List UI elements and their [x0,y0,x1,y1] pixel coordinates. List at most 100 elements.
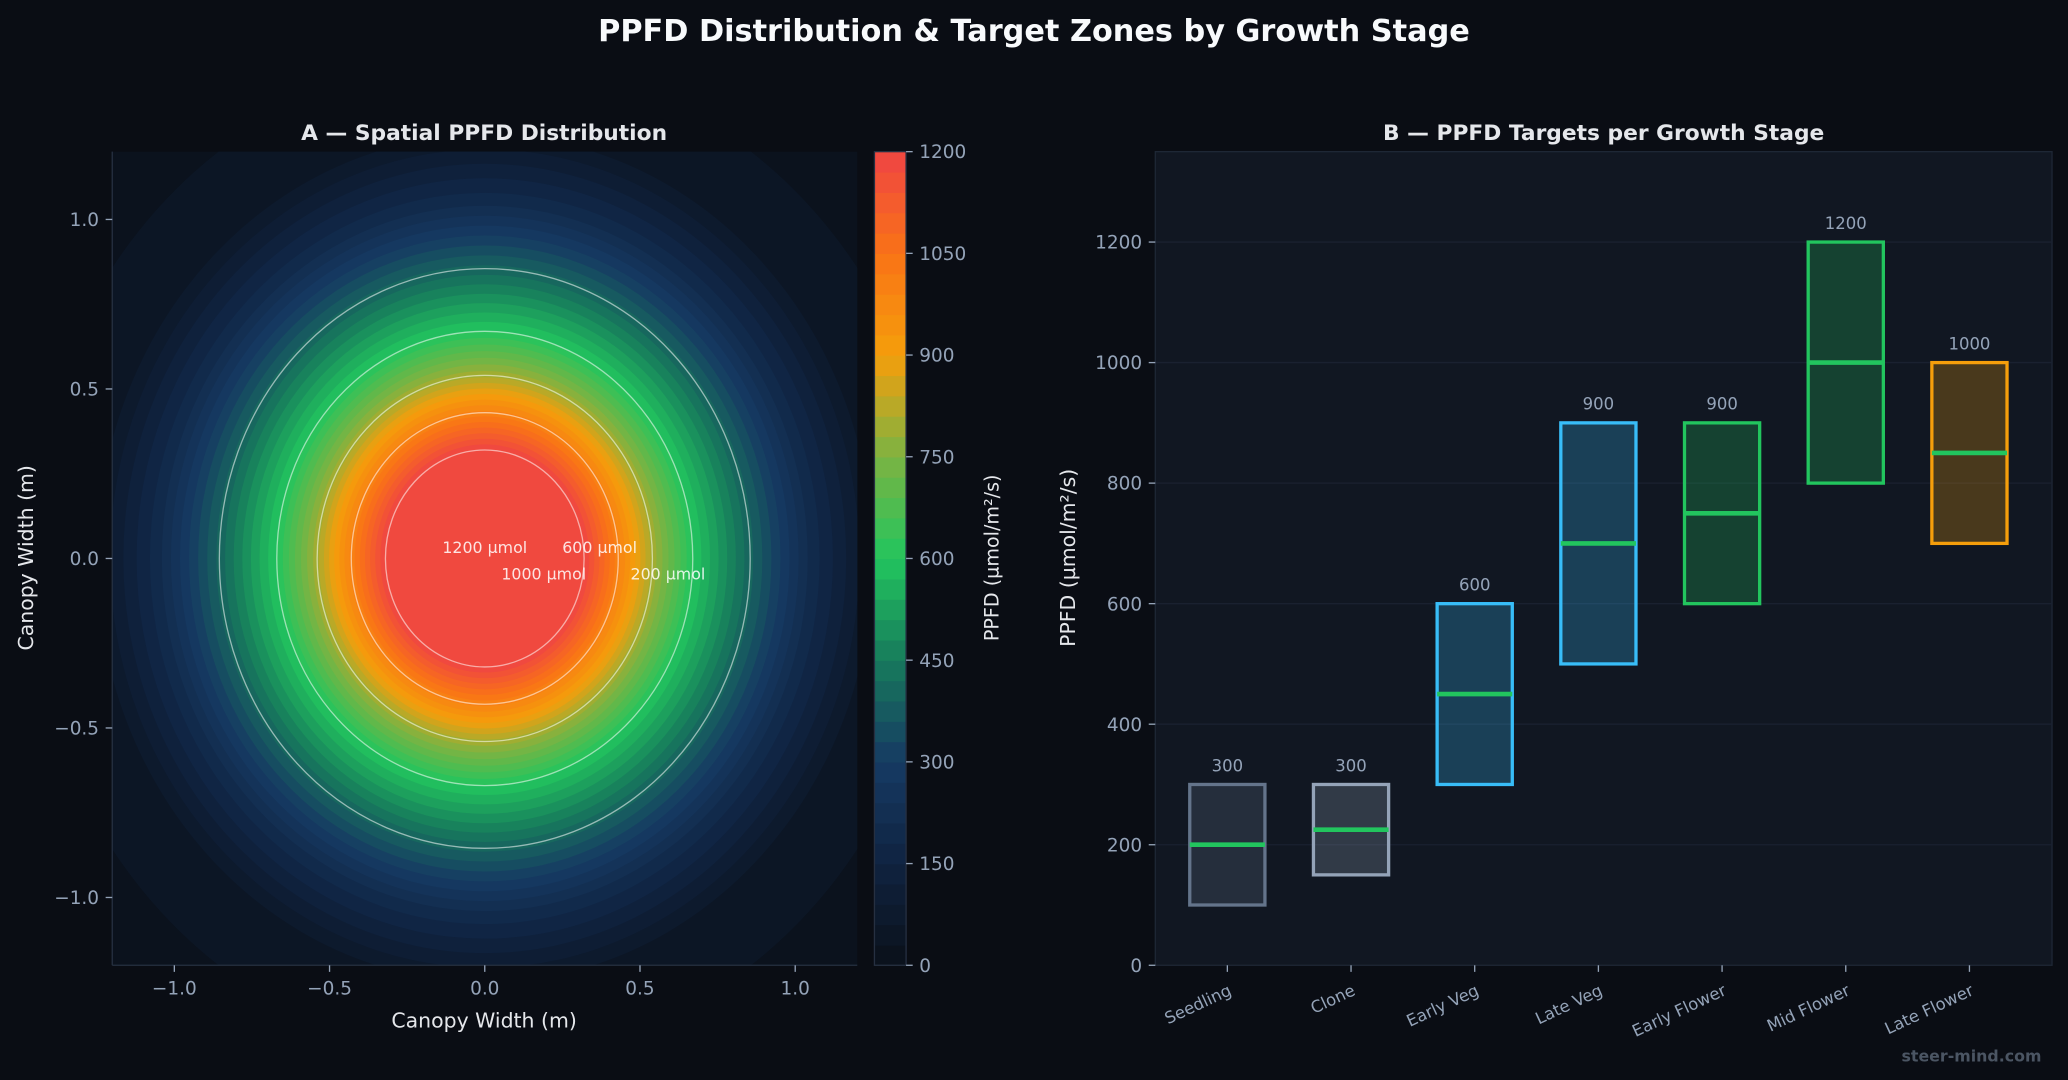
contour-lines [218,267,751,849]
colorbar-band [874,883,907,905]
colorbar-band [874,558,907,580]
colorbar-band [874,863,907,885]
x-tick-label: Early Veg [1403,981,1481,1031]
colorbar-tick-label: 450 [919,651,954,672]
figure-title: PPFD Distribution & Target Zones by Grow… [598,14,1470,49]
y-tick-label: 600 [1107,594,1142,615]
panel-b: B — PPFD Targets per Growth Stage 0 200 40… [1056,121,2053,1041]
y-tick-label: 0.5 [70,380,99,401]
range-boxes: 300 300 600 900 900 1200 1000 [1188,214,2009,907]
max-label: 300 [1212,756,1243,775]
colorbar-band [874,436,907,458]
max-label: 600 [1459,575,1490,594]
panel-b-ylabel: PPFD (µmol/m²/s) [1056,469,1080,647]
panel-a-ticks: −1.0 −0.5 0.0 0.5 1.0 −1.0 −0.5 0.0 0.5 1.0 [54,210,810,999]
colorbar-band [874,619,907,641]
y-tick-label: 1.0 [70,210,99,231]
colorbar-band [874,700,907,722]
x-tick-label: Mid Flower [1764,981,1853,1036]
max-label: 1200 [1825,214,1867,233]
max-label: 900 [1583,395,1614,414]
range-box-mid-flower: 1200 [1806,214,1885,485]
colorbar-tick-label: 600 [919,549,954,570]
colorbar-band [874,233,907,255]
colorbar-band [874,721,907,743]
x-tick-label: 1.0 [781,978,810,999]
contour-label: 600 µmol [562,538,637,557]
max-label: 1000 [1948,334,1990,353]
max-label: 900 [1706,395,1737,414]
colorbar-band [874,477,907,499]
x-tick-label: Clone [1308,981,1358,1018]
panel-b-title: B — PPFD Targets per Growth Stage [1383,121,1824,146]
range-box-early-flower: 900 [1682,395,1762,606]
colorbar-band [874,782,907,804]
colorbar-tick-label: 750 [919,447,954,468]
colorbar-band [874,822,907,844]
x-tick-label: Late Flower [1882,981,1977,1039]
contour-label: 1200 µmol [442,538,527,557]
heatmap [112,151,858,966]
colorbar-band [874,151,907,173]
colorbar-band [874,538,907,560]
y-tick-label: −0.5 [54,719,99,740]
colorbar-band [874,212,907,234]
colorbar-band [874,660,907,682]
colorbar-tick-label: 300 [919,752,954,773]
watermark: steer-mind.com [1901,1047,2041,1066]
contour-line [276,330,694,787]
colorbar-band [874,680,907,702]
colorbar-band [874,171,907,193]
colorbar-tick-label: 150 [919,854,954,875]
contour-line [316,374,654,743]
colorbar-label: PPFD (µmol/m²/s) [980,474,1003,641]
x-tick-label: −0.5 [307,978,352,999]
x-tick-label: Late Veg [1532,981,1605,1029]
panel-a-title: A — Spatial PPFD Distribution [301,121,667,146]
contour-line [350,412,619,705]
y-tick-label: 0.0 [70,549,99,570]
range-box-late-flower: 1000 [1930,334,2009,546]
colorbar-band [874,578,907,600]
colorbar-band [874,904,907,926]
colorbar-band [874,314,907,336]
colorbar-band [874,843,907,865]
colorbar: 0 150 300 450 600 750 900 1050 1200 [873,142,966,977]
range-box-seedling: 300 [1188,756,1267,907]
colorbar-band [874,761,907,783]
colorbar-band [874,924,907,946]
colorbar-tick-label: 900 [919,346,954,367]
colorbar-band [874,375,907,397]
y-tick-label: 1200 [1095,233,1142,254]
colorbar-band [874,294,907,316]
panel-a: A — Spatial PPFD Distribution 1200 µmol1… [14,121,1003,1032]
colorbar-tick-label: 1050 [919,244,966,265]
x-tick-label: −1.0 [152,978,197,999]
colorbar-band [874,192,907,214]
colorbar-band [874,355,907,377]
range-box-early-veg: 600 [1435,575,1514,787]
colorbar-band [874,944,907,966]
colorbar-band [874,334,907,356]
y-tick-label: 800 [1107,474,1142,495]
y-tick-label: 1000 [1095,353,1142,374]
colorbar-band [874,253,907,275]
colorbar-band [874,639,907,661]
range-box-late-veg: 900 [1559,395,1638,666]
colorbar-band [874,599,907,621]
y-tick-label: 0 [1130,956,1142,977]
contour-line [384,449,585,668]
contour-line [218,267,751,849]
x-tick-label: 0.5 [625,978,654,999]
max-label: 300 [1335,756,1366,775]
range-box-clone: 300 [1311,756,1391,877]
colorbar-band [874,497,907,519]
contour-labels: 1200 µmol 1000 µmol 600 µmol 200 µmol [442,538,705,583]
colorbar-tick-label: 1200 [919,142,966,163]
colorbar-tick-label: 0 [919,956,931,977]
y-tick-label: −1.0 [54,888,99,909]
colorbar-band [874,456,907,478]
y-tick-label: 200 [1107,835,1142,856]
colorbar-band [874,273,907,295]
